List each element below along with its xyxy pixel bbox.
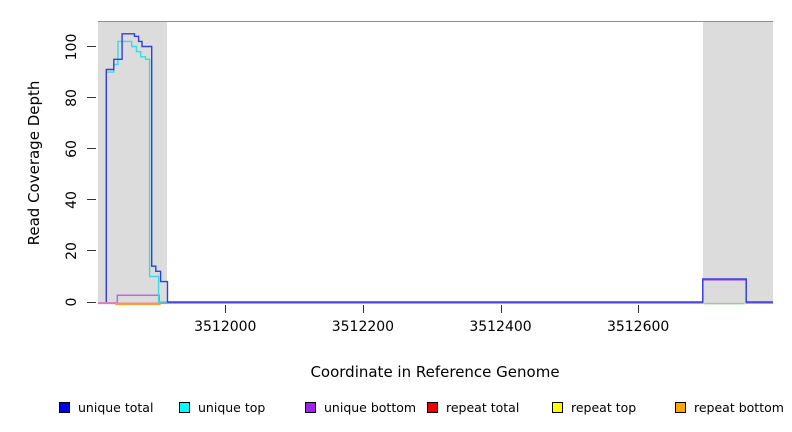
legend-label-unique-top: unique top xyxy=(198,400,266,415)
y-tick-label: 0 xyxy=(64,297,80,307)
legend-item-unique-top: unique top xyxy=(179,400,265,415)
plot-area xyxy=(98,21,773,306)
plot-top-border xyxy=(98,21,773,22)
x-tick-label: 3512200 xyxy=(331,319,395,335)
legend-item-unique-total: unique total xyxy=(59,400,153,415)
x-tick-mark xyxy=(225,305,227,313)
series-unique-bottom xyxy=(98,279,773,304)
x-tick-label: 3512600 xyxy=(606,319,670,335)
legend-label-repeat-top: repeat top xyxy=(571,400,637,415)
legend-item-repeat-total: repeat total xyxy=(427,400,519,415)
x-tick-mark xyxy=(362,305,364,313)
legend-label-unique-total: unique total xyxy=(78,400,154,415)
series-unique-total xyxy=(105,33,773,303)
series-unique-top xyxy=(105,40,168,303)
repeat-region-band xyxy=(702,22,773,303)
y-tick-mark xyxy=(87,250,96,252)
x-tick-mark xyxy=(638,305,640,313)
legend-label-repeat-bottom: repeat bottom xyxy=(694,400,784,415)
x-tick-label: 3512000 xyxy=(194,319,257,335)
y-tick-mark xyxy=(87,199,96,201)
legend-label-repeat-total: repeat total xyxy=(446,400,520,415)
legend-label-unique-bottom: unique bottom xyxy=(324,400,417,415)
legend-swatch-unique-bottom xyxy=(305,402,316,413)
x-tick-mark xyxy=(500,305,502,313)
legend-item-repeat-bottom: repeat bottom xyxy=(675,400,784,415)
y-tick-label: 20 xyxy=(64,241,80,260)
legend-item-unique-bottom: unique bottom xyxy=(305,400,416,415)
x-tick-label: 3512400 xyxy=(469,319,532,335)
legend-swatch-repeat-total xyxy=(427,402,438,413)
coverage-chart xyxy=(98,33,773,306)
legend-swatch-repeat-top xyxy=(552,402,563,413)
y-tick-label: 40 xyxy=(64,190,80,209)
y-tick-mark xyxy=(87,46,96,48)
legend-swatch-repeat-bottom xyxy=(675,402,686,413)
y-tick-mark xyxy=(87,148,96,150)
y-tick-mark xyxy=(87,97,96,99)
y-tick-label: 100 xyxy=(64,33,80,60)
legend-swatch-unique-total xyxy=(59,402,70,413)
y-tick-label: 60 xyxy=(64,139,80,158)
y-axis-title: Read Coverage Depth xyxy=(25,80,43,246)
legend-item-repeat-top: repeat top xyxy=(552,400,636,415)
y-tick-mark xyxy=(87,301,96,303)
x-axis-title: Coordinate in Reference Genome xyxy=(310,363,560,381)
y-tick-label: 80 xyxy=(64,88,80,107)
legend-swatch-unique-top xyxy=(179,402,190,413)
